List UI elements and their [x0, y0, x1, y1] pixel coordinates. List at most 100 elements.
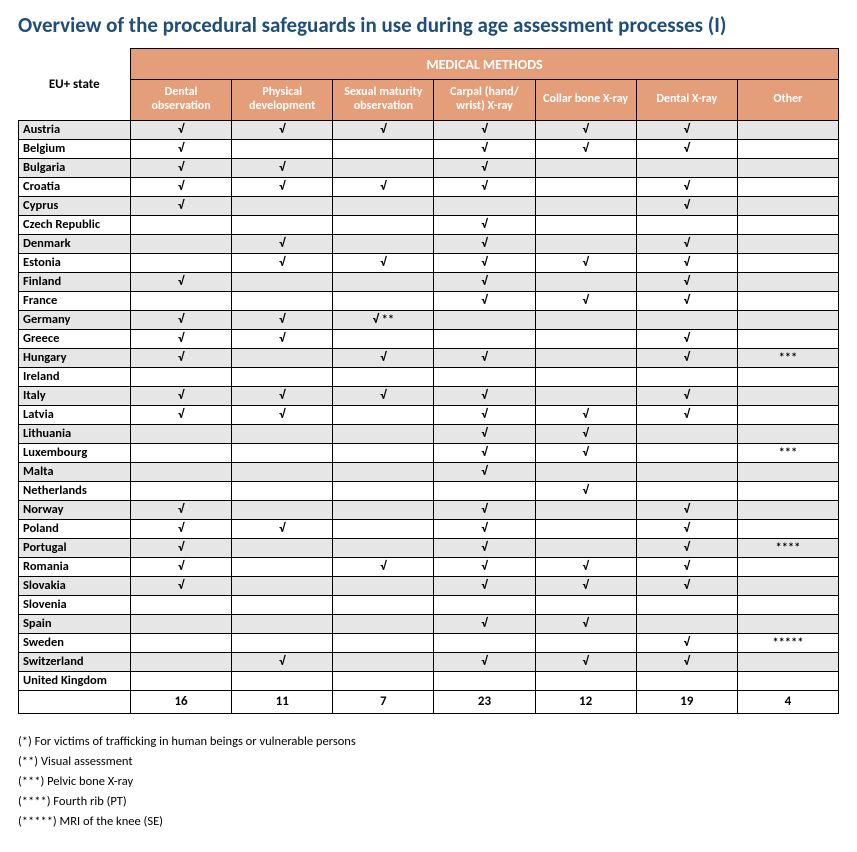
value-cell [333, 272, 434, 291]
state-cell: Poland [19, 519, 131, 538]
table-row: United Kingdom [19, 671, 839, 690]
value-cell [737, 215, 838, 234]
value-cell: √ [434, 348, 535, 367]
column-header: Other [737, 80, 838, 121]
value-cell: √ [434, 120, 535, 139]
column-header: Dental X-ray [636, 80, 737, 121]
value-cell [737, 481, 838, 500]
value-cell: √ [636, 329, 737, 348]
value-cell [535, 158, 636, 177]
value-cell [535, 595, 636, 614]
value-cell [434, 633, 535, 652]
value-cell [737, 386, 838, 405]
value-cell: √ [434, 424, 535, 443]
value-cell [434, 196, 535, 215]
footnote-line: (****) Fourth rib (PT) [18, 792, 839, 812]
value-cell [131, 234, 232, 253]
value-cell [232, 443, 333, 462]
totals-cell: 7 [333, 690, 434, 713]
value-cell [737, 614, 838, 633]
value-cell: √ [434, 234, 535, 253]
value-cell [737, 671, 838, 690]
table-row: Sweden√***** [19, 633, 839, 652]
value-cell [535, 329, 636, 348]
value-cell: √ [535, 576, 636, 595]
value-cell [737, 310, 838, 329]
value-cell: √ [333, 120, 434, 139]
value-cell: *** [737, 443, 838, 462]
table-row: Croatia√√√√√ [19, 177, 839, 196]
value-cell: √ [333, 386, 434, 405]
value-cell: √ [636, 405, 737, 424]
value-cell [636, 310, 737, 329]
value-cell [737, 595, 838, 614]
state-cell: Malta [19, 462, 131, 481]
table-row: Norway√√√ [19, 500, 839, 519]
value-cell [131, 481, 232, 500]
value-cell [535, 500, 636, 519]
value-cell: √ [636, 519, 737, 538]
value-cell [333, 215, 434, 234]
table-row: Latvia√√√√√ [19, 405, 839, 424]
table-row: Austria√√√√√√ [19, 120, 839, 139]
table-row: Slovenia [19, 595, 839, 614]
value-cell [535, 367, 636, 386]
value-cell [232, 481, 333, 500]
value-cell [333, 595, 434, 614]
value-cell [232, 500, 333, 519]
value-cell [131, 253, 232, 272]
value-cell [232, 557, 333, 576]
totals-cell: 23 [434, 690, 535, 713]
value-cell [737, 500, 838, 519]
value-cell [737, 329, 838, 348]
value-cell: √ [131, 519, 232, 538]
value-cell: √ [131, 177, 232, 196]
value-cell: √ [636, 139, 737, 158]
value-cell: √ [434, 614, 535, 633]
state-cell: Spain [19, 614, 131, 633]
value-cell: *** [737, 348, 838, 367]
value-cell: √ [232, 329, 333, 348]
value-cell: √ [535, 424, 636, 443]
table-row: Greece√√√ [19, 329, 839, 348]
value-cell [434, 329, 535, 348]
corner-header: EU+ state [19, 49, 131, 121]
value-cell: √ [232, 405, 333, 424]
table-row: Estonia√√√√√ [19, 253, 839, 272]
page-title: Overview of the procedural safeguards in… [18, 12, 839, 38]
value-cell [333, 424, 434, 443]
value-cell: √ [232, 519, 333, 538]
value-cell [434, 595, 535, 614]
table-row: Romania√√√√√ [19, 557, 839, 576]
value-cell: √ [131, 386, 232, 405]
value-cell: √ [636, 177, 737, 196]
value-cell: √ [232, 386, 333, 405]
value-cell: √ [434, 500, 535, 519]
value-cell [636, 462, 737, 481]
value-cell: √ [131, 120, 232, 139]
value-cell [434, 310, 535, 329]
value-cell [636, 215, 737, 234]
value-cell [232, 348, 333, 367]
table-body: Austria√√√√√√Belgium√√√√Bulgaria√√√Croat… [19, 120, 839, 713]
value-cell [232, 538, 333, 557]
totals-cell: 12 [535, 690, 636, 713]
value-cell [333, 576, 434, 595]
value-cell: √ [333, 348, 434, 367]
table-row: Italy√√√√√ [19, 386, 839, 405]
value-cell [131, 424, 232, 443]
value-cell [333, 139, 434, 158]
state-cell: Lithuania [19, 424, 131, 443]
state-cell: Czech Republic [19, 215, 131, 234]
totals-cell: 4 [737, 690, 838, 713]
value-cell [232, 367, 333, 386]
state-cell: Denmark [19, 234, 131, 253]
value-cell: √ [131, 272, 232, 291]
table-row: Netherlands√ [19, 481, 839, 500]
value-cell [131, 291, 232, 310]
state-cell: Cyprus [19, 196, 131, 215]
value-cell [636, 614, 737, 633]
value-cell: √ [232, 310, 333, 329]
value-cell [434, 671, 535, 690]
value-cell [737, 139, 838, 158]
